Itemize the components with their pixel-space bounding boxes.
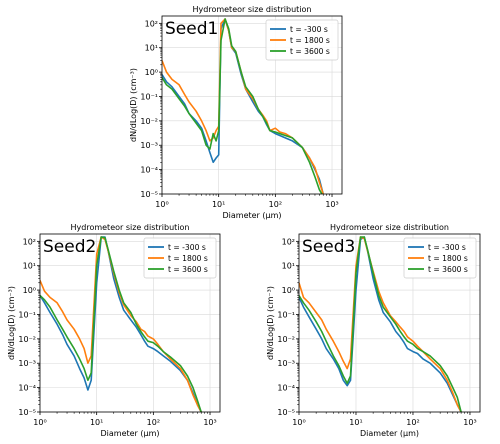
y-tick-label: 10⁻¹: [18, 310, 36, 319]
x-tick-label: 10³: [463, 418, 476, 427]
panel-label: Seed3: [302, 237, 355, 257]
legend-label-3: t = 3600 s: [168, 265, 208, 274]
x-tick-label: 10⁰: [33, 418, 46, 427]
series-line-1: [299, 236, 462, 412]
chart-title: Hydrometeor size distribution: [71, 223, 190, 232]
x-tick-label: 10²: [269, 200, 282, 209]
y-tick-label: 10⁰: [23, 286, 36, 295]
x-tick-label: 10¹: [212, 200, 225, 209]
series-line-3: [162, 18, 323, 194]
y-tick-label: 10²: [23, 237, 36, 246]
y-axis: 10⁻⁵ 10⁻⁴ 10⁻³ 10⁻² 10⁻¹ 10⁰ 10¹ 10²: [277, 237, 299, 417]
x-tick-label: 10³: [325, 200, 338, 209]
x-axis-label: Diameter (µm): [100, 429, 159, 438]
series-lines: [40, 236, 202, 412]
x-axis: 10⁰ 10¹ 10² 10³: [155, 194, 339, 209]
y-axis-label: dN/dLog(D) (cm⁻³): [7, 286, 16, 360]
legend-label-2: t = 1800 s: [168, 254, 208, 263]
x-tick-label: 10²: [147, 418, 160, 427]
x-tick-label: 10⁰: [155, 200, 168, 209]
y-tick-label: 10¹: [23, 262, 36, 271]
legend-label-2: t = 1800 s: [428, 254, 468, 263]
y-tick-label: 10⁻³: [140, 141, 158, 150]
legend-box: [403, 237, 477, 279]
y-tick-label: 10⁰: [282, 286, 295, 295]
x-tick-label: 10⁰: [292, 418, 305, 427]
series-line-1: [40, 236, 202, 412]
chart-panel-3: 10⁰ 10¹ 10² 10³10⁻⁵10⁻⁴10⁻³10⁻²10⁻¹10⁰10¹10…: [266, 223, 481, 438]
plot-frame: [39, 233, 221, 413]
y-tick-label: 10⁻⁵: [140, 190, 158, 199]
x-axis: 10⁰ 10¹ 10² 10³: [292, 412, 477, 427]
legend: t = -300 s t = 1800 s t = 3600 s: [143, 237, 217, 279]
plot-frame: [298, 233, 481, 413]
legend-label-1: t = -300 s: [428, 243, 466, 252]
x-tick-label: 10¹: [90, 418, 103, 427]
y-tick-label: 10⁰: [145, 68, 158, 77]
y-tick-label: 10²: [282, 237, 295, 246]
y-axis-label: dN/dLog(D) (cm⁻³): [266, 286, 275, 360]
legend: t = -300 s t = 1800 s t = 3600 s: [265, 19, 339, 61]
series-line-3: [299, 236, 462, 412]
legend-label-2: t = 1800 s: [290, 36, 330, 45]
y-tick-label: 10⁻⁴: [140, 166, 158, 175]
y-tick-label: 10¹: [282, 262, 295, 271]
legend-box: [143, 237, 217, 279]
x-axis-label: Diameter (µm): [222, 211, 281, 220]
legend-box: [265, 19, 339, 61]
legend-label-1: t = -300 s: [290, 25, 328, 34]
y-tick-label: 10⁻¹: [277, 310, 295, 319]
y-tick-label: 10⁻²: [140, 117, 158, 126]
legend-label-3: t = 3600 s: [290, 47, 330, 56]
y-tick-label: 10⁻²: [18, 335, 36, 344]
legend-label-1: t = -300 s: [168, 243, 206, 252]
y-tick-label: 10⁻³: [18, 359, 36, 368]
y-tick-label: 10⁻⁴: [277, 384, 295, 393]
y-tick-label: 10⁻⁴: [18, 384, 36, 393]
chart-panel-2: 10⁰ 10¹ 10² 10³10⁻⁵10⁻⁴10⁻³10⁻²10⁻¹10⁰10¹10…: [7, 223, 221, 438]
chart-panel-1: 10⁰ 10¹ 10² 10³10⁻⁵10⁻⁴10⁻³10⁻²10⁻¹10⁰10¹10…: [129, 5, 343, 220]
x-axis-label: Diameter (µm): [360, 429, 419, 438]
y-axis-label: dN/dLog(D) (cm⁻³): [129, 68, 138, 142]
y-axis: 10⁻⁵ 10⁻⁴ 10⁻³ 10⁻² 10⁻¹ 10⁰ 10¹ 10²: [18, 237, 40, 417]
y-tick-label: 10⁻³: [277, 359, 295, 368]
x-tick-label: 10¹: [349, 418, 362, 427]
y-tick-label: 10⁻⁵: [18, 408, 36, 417]
panel-label: Seed1: [165, 19, 218, 39]
series-line-3: [40, 236, 202, 412]
legend: t = -300 s t = 1800 s t = 3600 s: [403, 237, 477, 279]
y-tick-label: 10²: [145, 19, 158, 28]
y-tick-label: 10⁻²: [277, 335, 295, 344]
y-tick-label: 10⁻⁵: [277, 408, 295, 417]
y-axis: 10⁻⁵ 10⁻⁴ 10⁻³ 10⁻² 10⁻¹ 10⁰ 10¹ 10²: [140, 19, 162, 199]
series-lines: [299, 236, 462, 412]
y-tick-label: 10¹: [145, 44, 158, 53]
y-tick-label: 10⁻¹: [140, 92, 158, 101]
x-tick-label: 10²: [406, 418, 419, 427]
x-tick-label: 10³: [203, 418, 216, 427]
series-lines: [162, 18, 324, 194]
chart-title: Hydrometeor size distribution: [193, 5, 312, 14]
panel-label: Seed2: [43, 237, 96, 257]
x-axis: 10⁰ 10¹ 10² 10³: [33, 412, 217, 427]
legend-label-3: t = 3600 s: [428, 265, 468, 274]
chart-title: Hydrometeor size distribution: [330, 223, 449, 232]
plot-frame: [161, 15, 343, 195]
